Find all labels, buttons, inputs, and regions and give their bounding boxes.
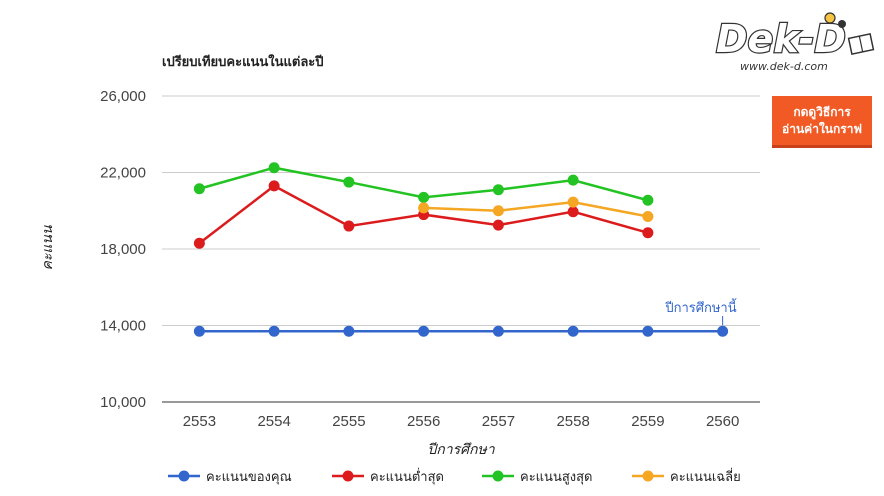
y-tick-label: 14,000: [100, 318, 146, 335]
y-axis-ticks: 10,000 14,000 18,000 22,000 26,000: [100, 88, 146, 411]
y-tick-label: 18,000: [100, 241, 146, 258]
data-point: [343, 220, 355, 232]
data-point: [567, 325, 579, 337]
series-line: [423, 200, 649, 218]
data-point: [642, 210, 654, 222]
data-point: [268, 180, 280, 192]
x-tick-label: 2554: [257, 413, 290, 430]
data-point: [343, 325, 355, 337]
data-point: [193, 325, 205, 337]
mascot-icon: [824, 12, 846, 28]
y-tick-label: 10,000: [100, 394, 146, 411]
data-point: [193, 183, 205, 195]
legend-swatch-dot: [342, 470, 354, 482]
data-point: [343, 176, 355, 188]
x-tick-label: 2558: [556, 413, 589, 430]
data-point: [268, 162, 280, 174]
annotation: ปีการศึกษานี้: [664, 298, 737, 326]
x-tick-label: 2559: [631, 413, 664, 430]
guide-button-line2: อ่านค่าในกราฟ: [782, 122, 862, 136]
data-point: [567, 206, 579, 218]
chart-title: เปรียบเทียบคะแนนในแต่ละปี: [162, 53, 324, 70]
x-axis-ticks: 2553 2554 2555 2556 2557 2558 2559 2560: [183, 413, 740, 430]
data-point: [418, 202, 430, 214]
logo-url: www.dek-d.com: [740, 60, 828, 73]
data-point: [642, 194, 654, 206]
logo-graphic: Dek-D www.dek-d.com: [715, 12, 875, 73]
series-คะแนนของคุณ: [193, 325, 729, 337]
legend-swatch-dot: [642, 470, 654, 482]
x-tick-label: 2557: [482, 413, 515, 430]
annotation-text: ปีการศึกษานี้: [664, 298, 737, 316]
data-point: [492, 219, 504, 231]
legend-label: คะแนนสูงสุด: [520, 470, 593, 485]
data-point: [567, 196, 579, 208]
data-point: [492, 205, 504, 217]
y-tick-label: 26,000: [100, 88, 146, 105]
legend: คะแนนของคุณ คะแนนต่ำสุด คะแนนสูงสุด คะแนนเฉ…: [168, 468, 741, 485]
data-point: [642, 325, 654, 337]
legend-item: คะแนนเฉลี่ย: [632, 468, 741, 485]
series-คะแนนเฉลี่ย: [418, 196, 654, 222]
data-point: [642, 227, 654, 239]
y-axis-label: คะแนน: [40, 225, 56, 270]
legend-label: คะแนนเฉลี่ย: [670, 468, 741, 485]
how-to-read-graph-button[interactable]: กดดูวิธีการ อ่านค่าในกราฟ: [772, 96, 872, 148]
legend-label: คะแนนต่ำสุด: [370, 468, 444, 485]
legend-item: คะแนนของคุณ: [168, 470, 292, 485]
series-lines: [193, 162, 729, 337]
legend-label: คะแนนของคุณ: [206, 470, 292, 485]
data-point: [418, 191, 430, 203]
data-point: [492, 325, 504, 337]
series-คะแนนต่ำสุด: [193, 180, 654, 249]
data-point: [418, 325, 430, 337]
legend-swatch-dot: [178, 470, 190, 482]
x-axis-label: ปีการศึกษา: [427, 442, 495, 458]
dekd-logo[interactable]: Dek-D www.dek-d.com: [712, 8, 878, 74]
x-tick-label: 2560: [706, 413, 739, 430]
guide-button-line1: กดดูวิธีการ: [793, 105, 851, 119]
legend-item: คะแนนสูงสุด: [482, 470, 593, 485]
gridlines: [162, 95, 760, 403]
x-tick-label: 2555: [332, 413, 365, 430]
data-point: [268, 325, 280, 337]
data-point: [193, 237, 205, 249]
legend-item: คะแนนต่ำสุด: [332, 468, 444, 485]
book-icon: [847, 32, 875, 56]
data-point: [492, 184, 504, 196]
legend-swatch-dot: [492, 470, 504, 482]
series-คะแนนสูงสุด: [193, 162, 654, 206]
data-point: [567, 174, 579, 186]
logo-text: Dek-D: [716, 17, 846, 61]
x-tick-label: 2553: [183, 413, 216, 430]
data-point: [717, 325, 729, 337]
x-tick-label: 2556: [407, 413, 440, 430]
y-tick-label: 22,000: [100, 165, 146, 182]
